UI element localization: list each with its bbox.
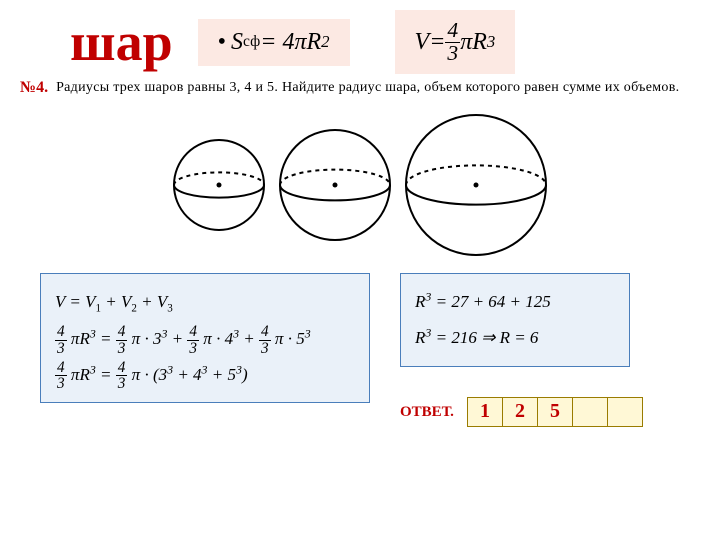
sphere-icon	[403, 112, 549, 258]
task-text: Радиусы трех шаров равны 3, 4 и 5. Найди…	[56, 79, 679, 97]
answer-cell	[572, 397, 608, 427]
task-number: №4.	[20, 79, 48, 97]
right-column: R3 = 27 + 64 + 125R3 = 216 ⇒ R = 6 ОТВЕТ…	[400, 273, 643, 426]
header: шар • Sсф = 4πR2 V = 43 πR3	[0, 0, 720, 79]
work-right-box: R3 = 27 + 64 + 125R3 = 216 ⇒ R = 6	[400, 273, 630, 366]
answer-cell: 2	[502, 397, 538, 427]
formula-volume: V = 43 πR3	[395, 10, 516, 74]
answer-cell: 1	[467, 397, 503, 427]
task-row: №4. Радиусы трех шаров равны 3, 4 и 5. Н…	[0, 79, 720, 97]
page-title: шар	[70, 11, 173, 73]
answer-label: ОТВЕТ.	[400, 404, 448, 421]
answer-row: ОТВЕТ. 125	[400, 397, 643, 427]
answer-grid: 125	[468, 397, 643, 427]
sphere-icon	[171, 137, 267, 233]
answer-cell: 5	[537, 397, 573, 427]
sphere-icon	[277, 127, 393, 243]
spheres-row	[0, 97, 720, 268]
formula-surface: • Sсф = 4πR2	[198, 19, 350, 66]
answer-cell	[607, 397, 643, 427]
work-left-box: V = V1 + V2 + V343 πR3 = 43 π · 33 + 43 …	[40, 273, 370, 403]
work-row: V = V1 + V2 + V343 πR3 = 43 π · 33 + 43 …	[0, 268, 720, 426]
